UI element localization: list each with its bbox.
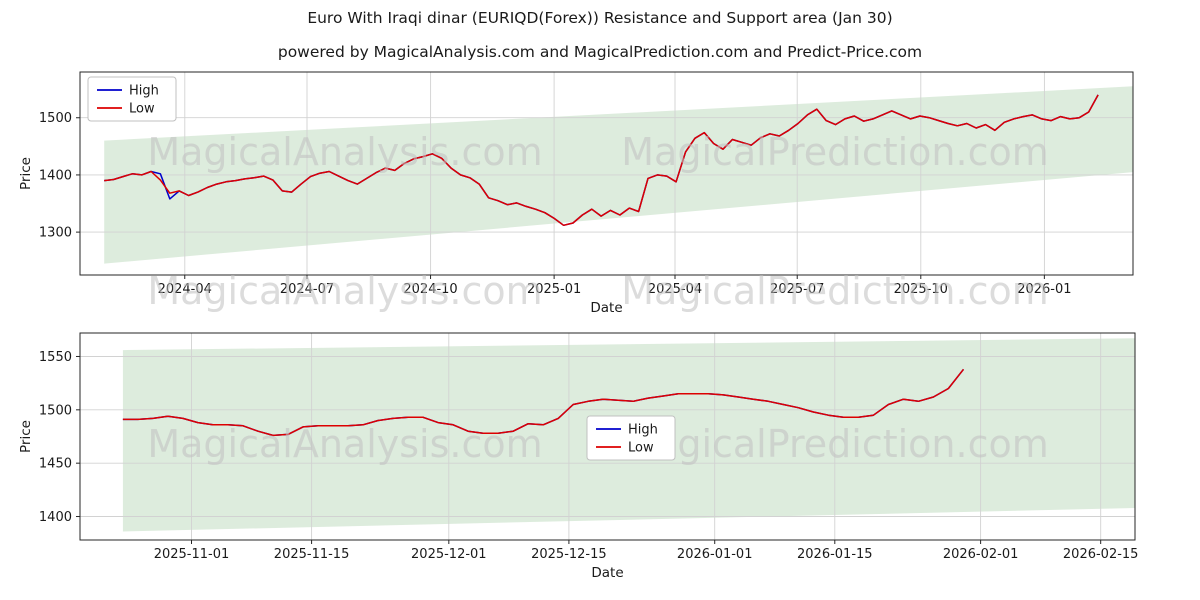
x-tick-label: 2026-02-01	[943, 547, 1019, 562]
x-tick-label: 2025-12-01	[411, 547, 487, 562]
x-tick-label: 2024-07	[280, 282, 334, 297]
x-axis-label: Date	[591, 565, 623, 581]
y-tick-label: 1450	[39, 457, 72, 472]
y-axis-label: Price	[18, 420, 34, 453]
watermark-magicalanalysis: MagicalAnalysis.com	[147, 130, 542, 174]
x-tick-label: 2025-11-15	[274, 547, 350, 562]
x-tick-label: 2026-01	[1017, 282, 1071, 297]
y-tick-label: 1300	[39, 226, 72, 241]
x-axis-label: Date	[590, 300, 622, 316]
legend: High Low	[586, 415, 676, 461]
watermark-magicalanalysis: MagicalAnalysis.com	[147, 422, 542, 466]
legend-label-low: Low	[129, 102, 155, 117]
x-tick-label: 2025-11-01	[154, 547, 230, 562]
low-line	[122, 368, 965, 437]
legend-label-high: High	[129, 84, 159, 99]
legend-label-high: High	[628, 423, 658, 438]
y-tick-label: 1400	[39, 510, 72, 525]
x-tick-label: 2026-02-15	[1063, 547, 1139, 562]
y-tick-label: 1400	[39, 168, 72, 183]
y-tick-label: 1500	[39, 403, 72, 418]
y-tick-label: 1500	[39, 111, 72, 126]
watermark-magicalanalysis: MagicalAnalysis.com	[147, 269, 542, 313]
chart-title: Euro With Iraqi dinar (EURIQD(Forex)) Re…	[307, 9, 893, 27]
x-tick-label: 2025-10	[894, 282, 948, 297]
x-tick-label: 2026-01-01	[677, 547, 753, 562]
long-range-chart: 2024-04 2024-07 2024-10 2025-01 2025-04 2025-…	[18, 71, 1134, 316]
x-tick-label: 2025-07	[770, 282, 824, 297]
x-tick-label: 2025-01	[527, 282, 581, 297]
plot-border	[79, 71, 1134, 276]
watermark-magicalprediction: MagicalPrediction.com	[621, 269, 1049, 313]
x-tick-label: 2026-01-15	[797, 547, 873, 562]
low-line	[104, 94, 1099, 227]
chart-subtitle: powered by MagicalAnalysis.com and Magic…	[277, 43, 923, 61]
x-tick-label: 2025-12-15	[531, 547, 607, 562]
legend-label-low: Low	[628, 441, 654, 456]
plot-border	[79, 332, 1136, 541]
legend-box	[87, 76, 177, 122]
x-tick-label: 2024-04	[158, 282, 212, 297]
y-axis-label: Price	[18, 157, 34, 190]
watermark-magicalprediction: MagicalPrediction.com	[621, 422, 1049, 466]
x-tick-label: 2024-10	[403, 282, 457, 297]
legend-box	[586, 415, 676, 461]
legend: High Low	[87, 76, 177, 122]
y-tick-label: 1550	[39, 350, 72, 365]
watermark-magicalprediction: MagicalPrediction.com	[621, 130, 1049, 174]
x-tick-label: 2025-04	[648, 282, 702, 297]
